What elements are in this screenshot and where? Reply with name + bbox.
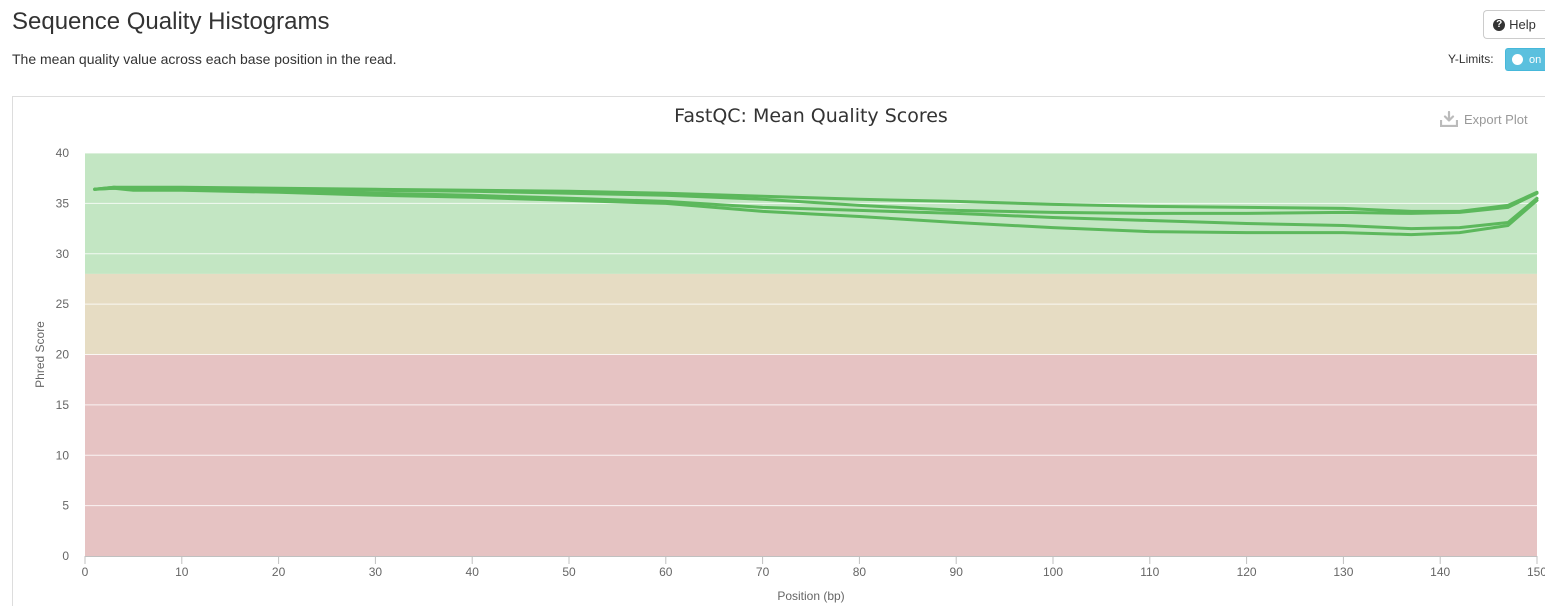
x-tick-label: 50 [562,565,576,579]
x-tick-label: 130 [1333,565,1353,579]
x-tick-label: 150 [1527,565,1545,579]
export-plot-button[interactable]: Export Plot [1440,111,1528,127]
x-tick-label: 70 [756,565,770,579]
help-button-label: Help [1509,17,1536,32]
ylimits-toggle[interactable]: on [1505,48,1545,71]
x-tick-label: 110 [1140,565,1159,579]
x-tick-label: 140 [1430,565,1450,579]
plot-container: 0 5 10 15 20 25 30 35 40 0 10 20 30 40 50 60 70 80 90 100 11… [12,96,1545,606]
x-axis-label: Position (bp) [777,589,844,603]
x-tick-label: 100 [1043,565,1063,579]
y-tick-label: 15 [56,398,70,412]
x-tick-label: 120 [1237,565,1257,579]
zone-band-warn [85,273,1537,355]
page-title: Sequence Quality Histograms [12,8,330,35]
y-tick-label: 5 [62,499,69,513]
x-tick-label: 80 [853,565,867,579]
x-tick-label: 40 [466,565,480,579]
page-subtitle: The mean quality value across each base … [12,51,397,67]
y-tick-label: 25 [56,297,70,311]
y-tick-label: 20 [56,348,70,362]
download-icon [1440,111,1458,127]
x-tick-label: 20 [272,565,286,579]
y-tick-label: 35 [56,196,70,210]
export-plot-label: Export Plot [1464,111,1528,127]
x-tick-label: 0 [82,565,89,579]
x-tick-label: 90 [950,565,964,579]
y-tick-label: 40 [56,146,70,160]
ylimits-toggle-label: on [1529,53,1542,66]
question-circle-icon: ? [1493,18,1506,31]
ylimits-label: Y-Limits: [1448,52,1494,66]
y-tick-label: 0 [62,549,69,563]
y-tick-label: 30 [56,247,70,261]
x-tick-label: 10 [175,565,189,579]
y-axis-label: Phred Score [33,321,47,388]
x-tick-label: 30 [369,565,383,579]
y-tick-label: 10 [56,448,70,462]
series-line-4 [93,186,1539,237]
chart-title: FastQC: Mean Quality Scores [674,105,948,127]
help-button[interactable]: ? Help [1483,10,1545,39]
toggle-knob-icon [1512,54,1523,65]
x-tick-label: 60 [659,565,673,579]
quality-chart: 0 5 10 15 20 25 30 35 40 0 10 20 30 40 50 60 70 80 90 100 11… [33,105,1545,603]
